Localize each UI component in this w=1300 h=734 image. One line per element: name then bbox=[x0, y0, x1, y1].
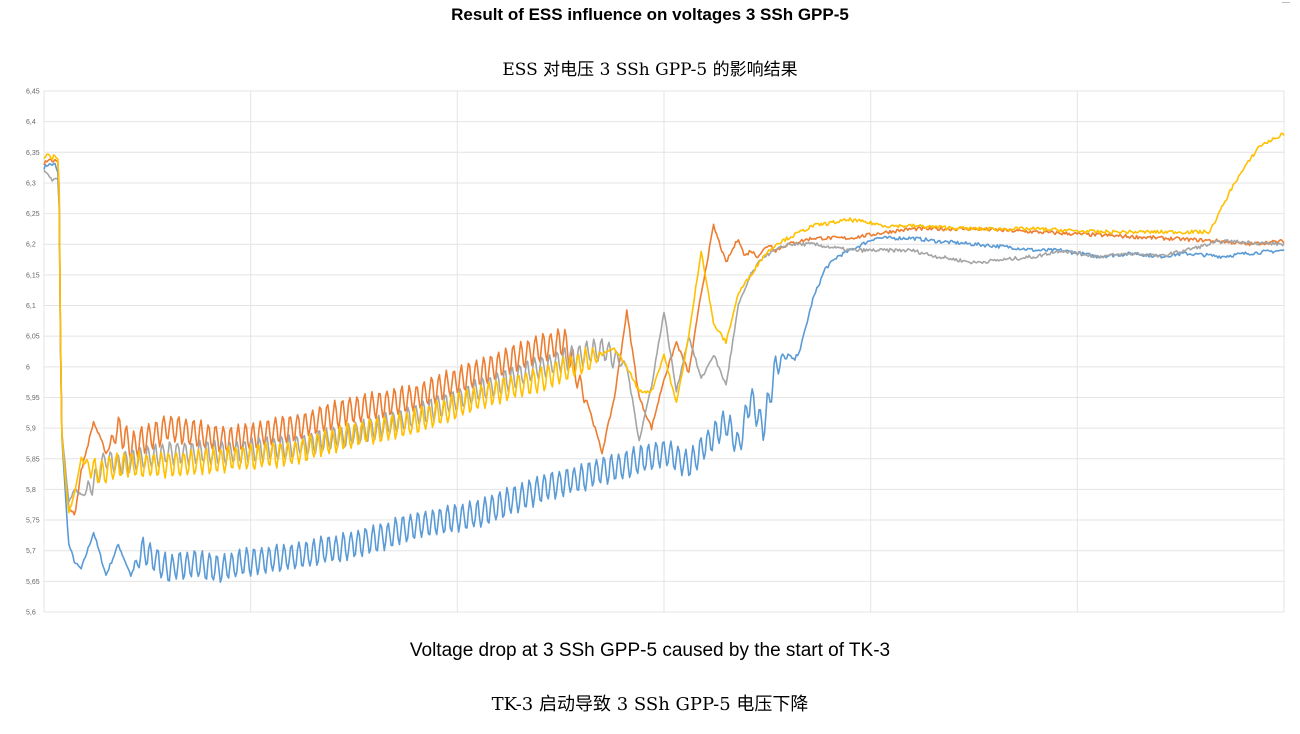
y-tick-label: 6,15 bbox=[26, 272, 40, 279]
y-tick-label: 6,05 bbox=[26, 334, 40, 341]
y-tick-label: 6,4 bbox=[26, 119, 36, 126]
y-tick-label: 6,1 bbox=[26, 303, 36, 310]
chart-grid bbox=[43, 90, 1285, 613]
y-tick-label: 5,7 bbox=[26, 548, 36, 555]
y-tick-label: 6,2 bbox=[26, 242, 36, 249]
y-tick-label: 6,45 bbox=[26, 89, 40, 96]
series-line-4 bbox=[43, 132, 1285, 514]
y-tick-label: 5,8 bbox=[26, 487, 36, 494]
y-tick-label: 5,85 bbox=[26, 456, 40, 463]
chart-title-chinese: ESS 对电压 3 SSh GPP-5 的影响结果 bbox=[502, 60, 798, 80]
corner-mark bbox=[1282, 2, 1290, 3]
voltage-line-chart: 6,45 6,4 6,35 6,3 6,25 6,2 6,15 6,1 6,05 6 5,95 5,9… bbox=[26, 89, 1285, 617]
y-tick-label: 6,3 bbox=[26, 180, 36, 187]
y-tick-label: 6,35 bbox=[26, 150, 40, 157]
y-tick-label: 5,75 bbox=[26, 518, 40, 525]
y-tick-label: 6,25 bbox=[26, 211, 40, 218]
chart-series bbox=[43, 132, 1285, 583]
y-tick-label: 6 bbox=[26, 364, 30, 371]
figure-caption: Voltage drop at 3 SSh GPP-5 caused by th… bbox=[409, 640, 891, 661]
y-axis-ticks: 6,45 6,4 6,35 6,3 6,25 6,2 6,15 6,1 6,05 6 5,95 5,9… bbox=[26, 89, 40, 617]
y-tick-label: 5,6 bbox=[26, 610, 36, 617]
y-tick-label: 5,9 bbox=[26, 426, 36, 433]
chart-title: Result of ESS influence on voltages 3 SS… bbox=[451, 5, 849, 24]
y-tick-label: 5,65 bbox=[26, 579, 40, 586]
y-tick-label: 5,95 bbox=[26, 395, 40, 402]
figure-caption-chinese: TK-3 启动导致 3 SSh GPP-5 电压下降 bbox=[491, 694, 809, 715]
